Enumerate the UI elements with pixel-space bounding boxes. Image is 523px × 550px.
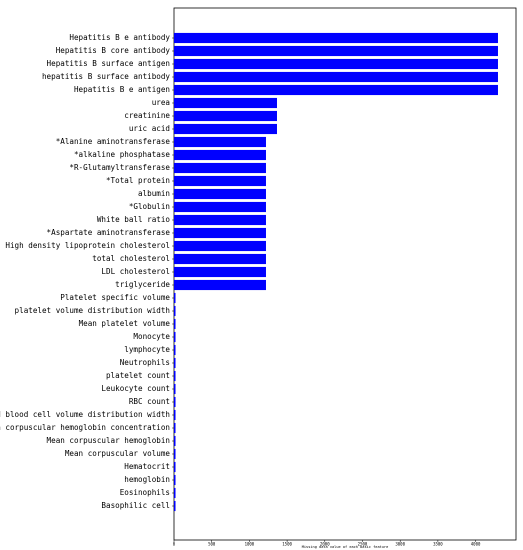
x-tick-label: 500 [208, 542, 216, 547]
bar [174, 344, 176, 356]
bar [174, 71, 498, 83]
y-tick-label: *Total protein [106, 176, 170, 185]
y-tick-label: *Globulin [129, 202, 170, 211]
y-tick-label: Hepatitis B e antibody [69, 33, 170, 42]
bar [174, 58, 498, 70]
y-tick-label: hemoglobin [124, 475, 170, 484]
y-tick-label: creatinine [124, 111, 170, 120]
bar [174, 331, 176, 343]
bar [174, 201, 266, 213]
bar [174, 175, 266, 187]
bar [174, 318, 176, 330]
bar [174, 32, 498, 44]
x-tick-label: 2500 [358, 542, 368, 547]
bar [174, 110, 277, 122]
y-tick-label: triglyceride [115, 280, 170, 289]
bar [174, 461, 176, 473]
bar [174, 409, 176, 421]
x-tick-label: 4000 [471, 542, 481, 547]
y-tick-label: Hepatitis B e antigen [74, 85, 170, 94]
y-tick-label: Hepatitis B surface antigen [47, 59, 170, 68]
y-tick-label: Eosinophils [120, 488, 170, 497]
bar [174, 123, 277, 135]
y-tick-label: Neutrophils [120, 358, 170, 367]
bar [174, 487, 176, 499]
x-tick-label: 3000 [395, 542, 405, 547]
bar [174, 396, 176, 408]
y-tick-label: Mean corpuscular hemoglobin [47, 436, 170, 445]
bar [174, 435, 176, 447]
bar [174, 240, 266, 252]
bar [174, 357, 176, 369]
y-tick-label: platelet volume distribution width [15, 306, 170, 315]
bar [174, 136, 266, 148]
x-tick-label: 2000 [320, 542, 330, 547]
y-tick-label: Mean corpuscular hemoglobin concentratio… [0, 423, 170, 432]
x-tick-label: 1500 [282, 542, 292, 547]
y-tick-label: Hepatitis B core antibody [56, 46, 171, 55]
bar [174, 292, 176, 304]
y-tick-label: Mean platelet volume [79, 319, 171, 328]
y-tick-label: *R-Glutamyltransferase [69, 163, 170, 172]
y-tick-label: total cholesterol [92, 254, 170, 263]
bar [174, 84, 498, 96]
bar [174, 448, 176, 460]
bar [174, 474, 176, 486]
y-tick-label: *Alanine aminotransferase [56, 137, 171, 146]
y-tick-label: platelet count [106, 371, 170, 380]
bar [174, 253, 266, 265]
bar [174, 188, 266, 200]
y-tick-label: Basophilic cell [101, 501, 170, 510]
y-tick-label: Platelet specific volume [60, 293, 170, 302]
bar [174, 45, 498, 57]
bar [174, 422, 176, 434]
y-tick-label: urea [152, 98, 170, 107]
bar [174, 214, 266, 226]
bar [174, 383, 176, 395]
bar [174, 305, 176, 317]
y-tick-label: albumin [138, 189, 170, 198]
bar [174, 227, 266, 239]
bar [174, 370, 176, 382]
y-tick-label: lymphocyte [124, 345, 170, 354]
bar [174, 97, 277, 109]
y-tick-label: uric acid [129, 124, 170, 133]
bar [174, 149, 266, 161]
y-tick-label: White ball ratio [97, 215, 171, 224]
x-tick-label: 0 [173, 542, 176, 547]
bar [174, 162, 266, 174]
x-tick-label: 3500 [433, 542, 443, 547]
x-axis-label: Missing data value of each basic feature [302, 545, 389, 549]
y-tick-label: *Aspartate aminotransferase [47, 228, 171, 237]
y-tick-label: LDL cholesterol [101, 267, 170, 276]
y-tick-label: *alkaline phosphatase [74, 150, 170, 159]
y-tick-label: Hematocrit [124, 462, 170, 471]
y-tick-label: Leukocyte count [101, 384, 170, 393]
y-tick-label: Red blood cell volume distribution width [0, 410, 170, 419]
bar [174, 500, 176, 512]
x-tick-label: 1000 [245, 542, 255, 547]
bar [174, 266, 266, 278]
y-tick-label: Monocyte [133, 332, 170, 341]
y-tick-label: RBC count [129, 397, 170, 406]
y-tick-label: Mean corpuscular volume [65, 449, 171, 458]
y-tick-label: High density lipoprotein cholesterol [5, 241, 170, 250]
y-tick-label: hepatitis B surface antibody [42, 72, 170, 81]
bar [174, 279, 266, 291]
